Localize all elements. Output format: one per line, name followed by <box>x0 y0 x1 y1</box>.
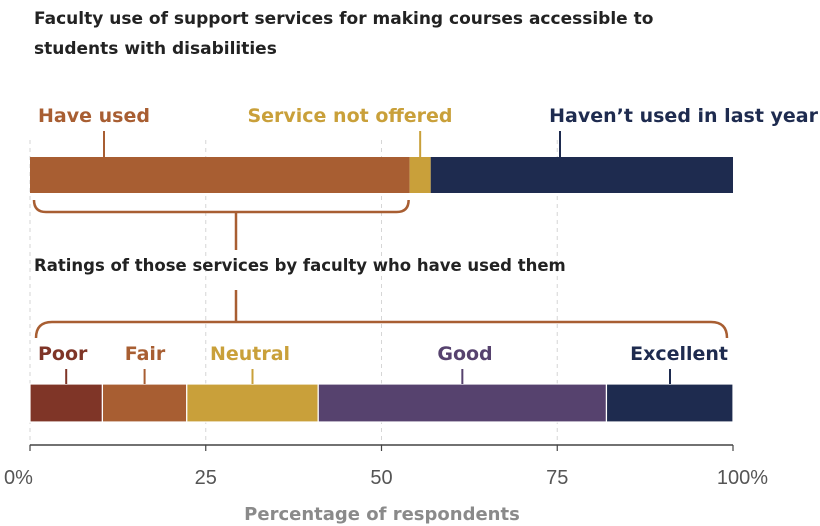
segment-label: Excellent <box>630 343 728 365</box>
brackets <box>32 199 729 339</box>
bar-segment-fair <box>101 383 188 423</box>
bar-segment-service-not-offered <box>409 157 431 193</box>
segment-label: Service not offered <box>247 105 452 127</box>
bar-segment-neutral <box>186 383 319 423</box>
segment-label: Neutral <box>210 343 290 365</box>
x-tick-label: 75 <box>546 467 568 489</box>
have-used-bracket <box>32 199 410 214</box>
x-axis-label: Percentage of respondents <box>244 504 520 525</box>
bar-segment-good <box>317 383 608 423</box>
segment-label: Haven’t used in last year <box>549 105 818 127</box>
bar-segment-poor <box>29 383 104 423</box>
x-tick-label: 100% <box>717 467 768 489</box>
chart-title-line-1: Faculty use of support services for maki… <box>34 9 653 29</box>
x-axis: 0% 25 50 75 100% <box>4 444 768 489</box>
chart-subtitle: Ratings of those services by faculty who… <box>34 256 566 275</box>
x-tick-label: 50 <box>370 467 392 489</box>
bar-segment-haven-t-used-in-last-year <box>430 157 733 193</box>
x-tick-label: 25 <box>195 467 217 489</box>
ratings-bracket <box>34 320 729 339</box>
x-tick-label: 0% <box>4 467 33 489</box>
bar-segment-excellent <box>605 383 734 423</box>
chart-title-line-2: students with disabilities <box>34 39 277 59</box>
bar-segment-have-used <box>30 157 410 193</box>
segment-label: Have used <box>38 105 150 127</box>
segment-label: Fair <box>125 343 166 365</box>
segment-label: Good <box>437 343 492 365</box>
segment-labels: Have used Service not offered Haven’t used… <box>38 105 819 384</box>
segment-label: Poor <box>38 343 88 365</box>
